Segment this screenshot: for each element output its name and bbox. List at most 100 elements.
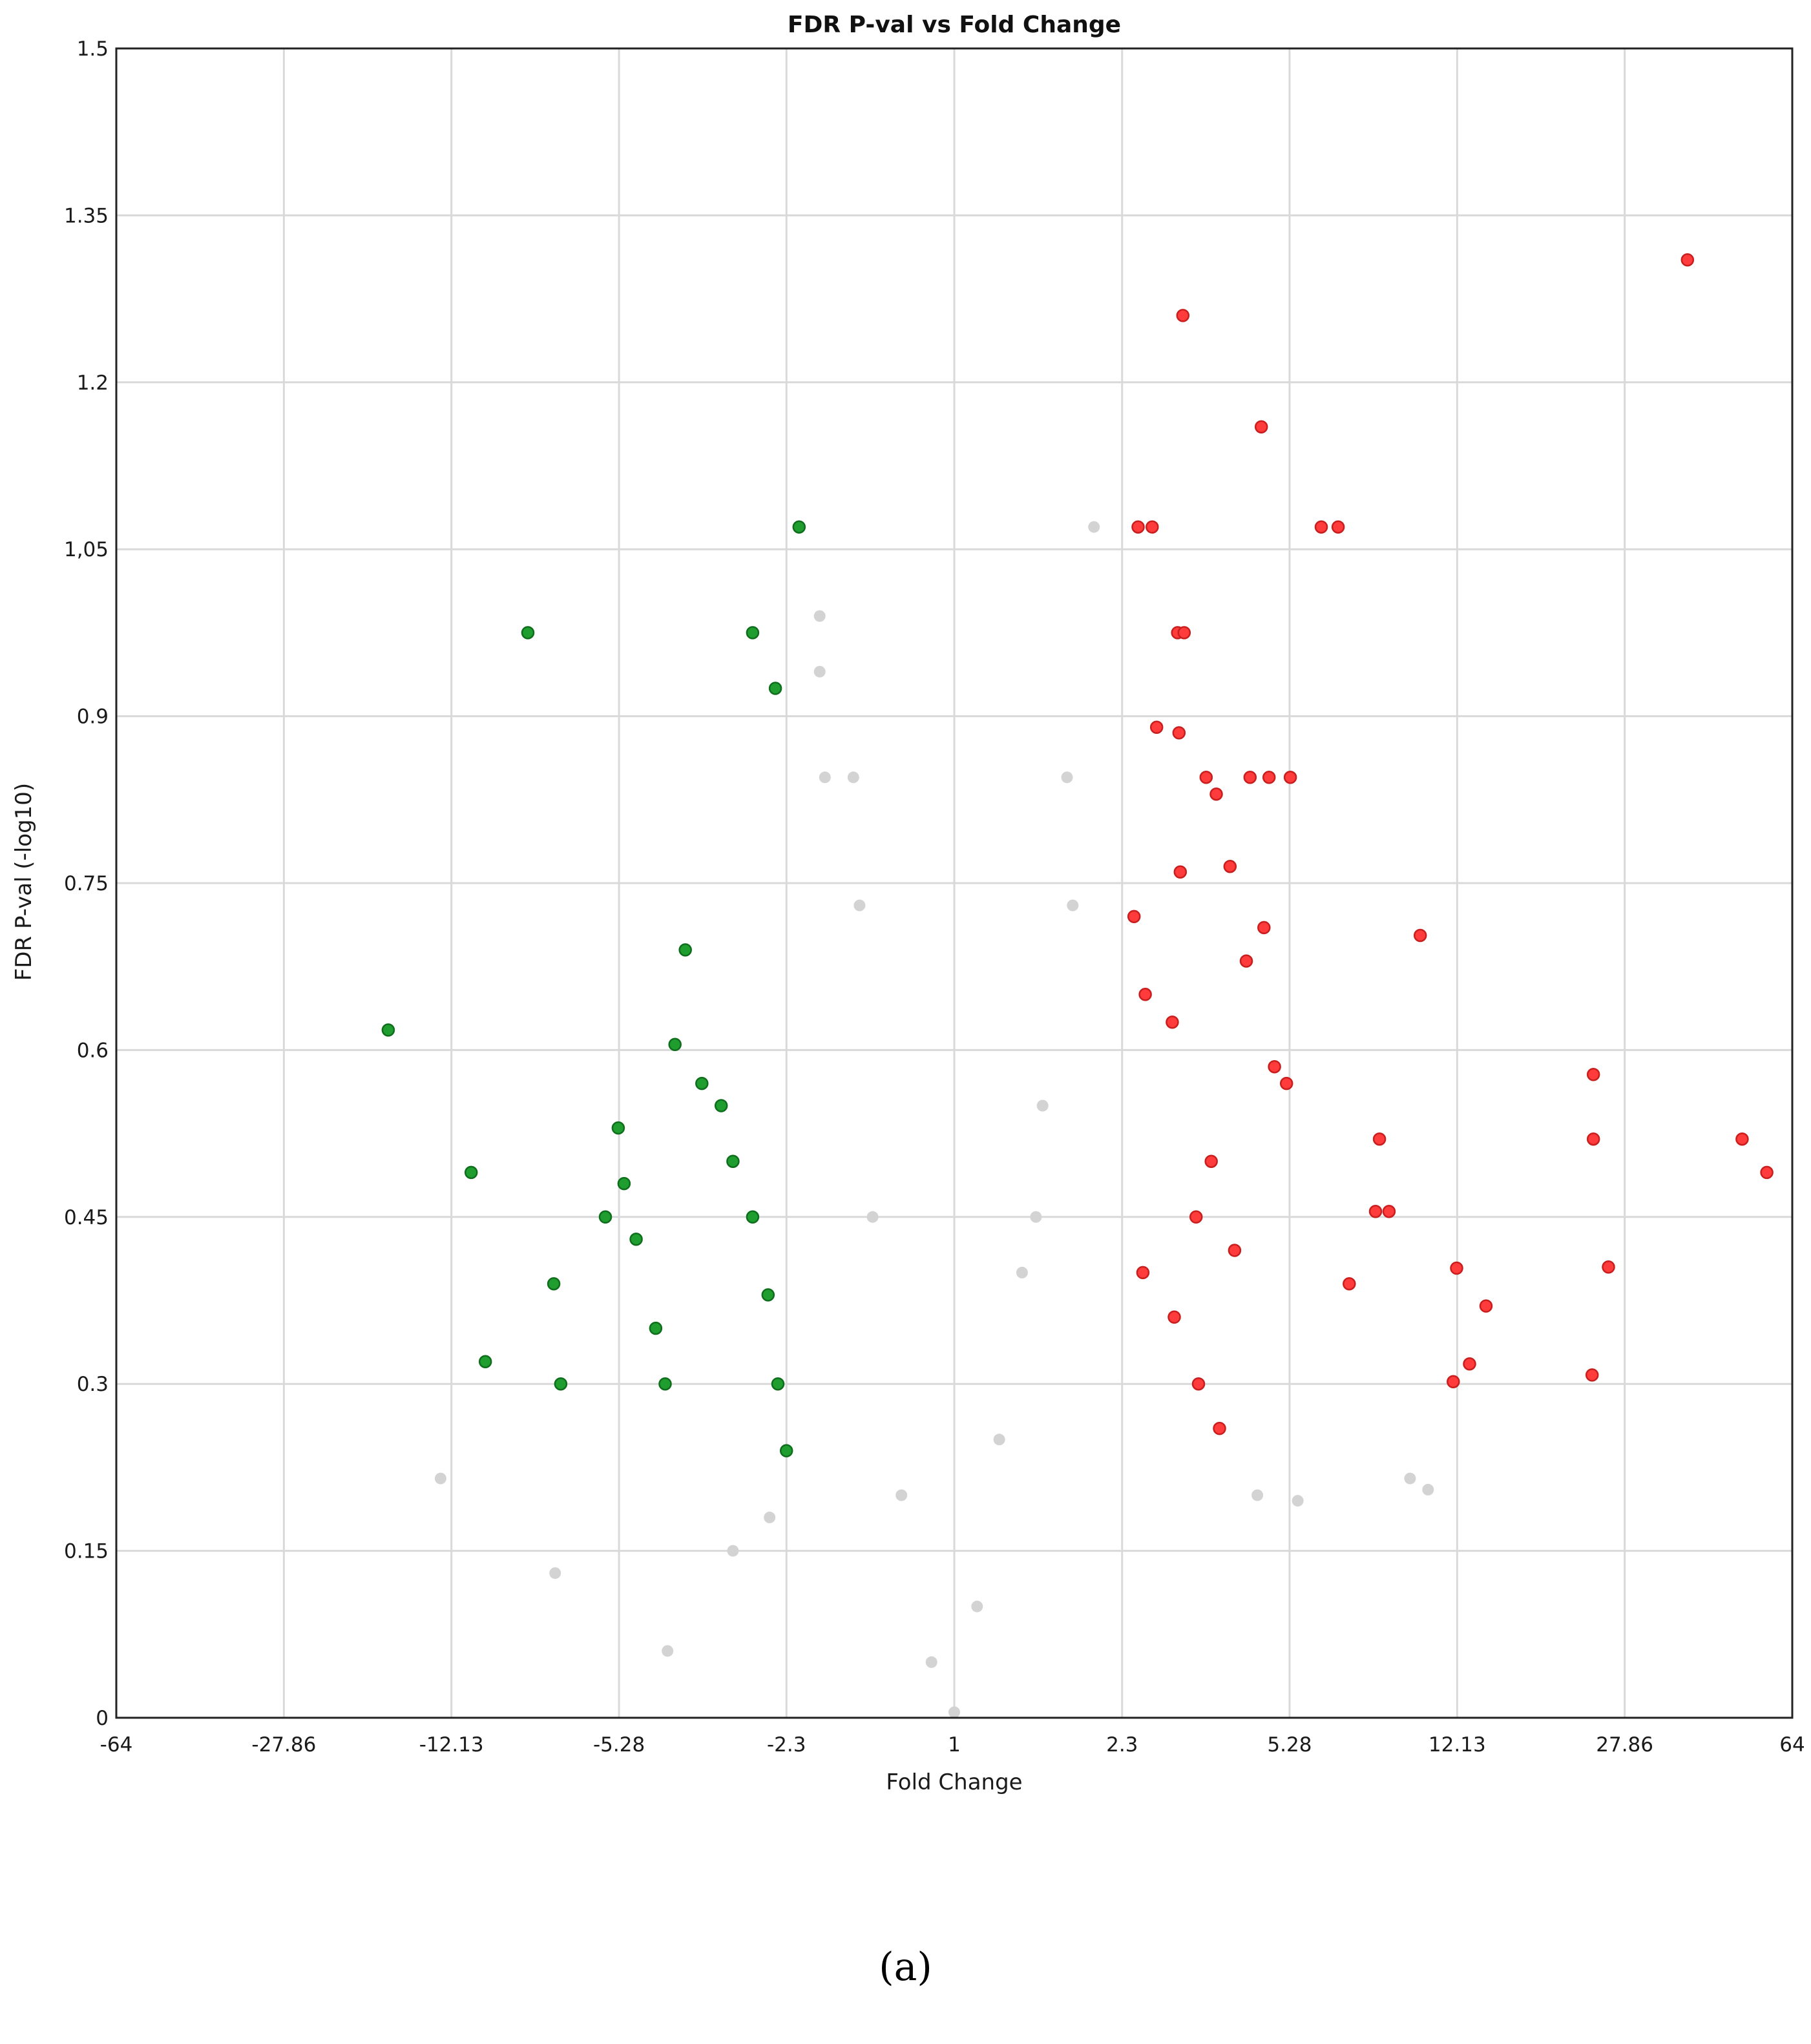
up-regulated-point	[1413, 928, 1427, 943]
non-significant-point	[847, 771, 859, 784]
y-tick-label: 0.6	[77, 1039, 109, 1062]
figure-caption: (a)	[879, 1945, 932, 1990]
up-regulated-point	[1585, 1368, 1599, 1382]
up-regulated-point	[1257, 921, 1271, 935]
chart-title: FDR P-val vs Fold Change	[788, 12, 1121, 38]
x-tick-label: 12.13	[1429, 1733, 1486, 1757]
x-tick-label: -12.13	[419, 1733, 484, 1757]
up-regulated-point	[1177, 626, 1191, 640]
x-tick-label: -27.86	[251, 1733, 316, 1757]
x-tick-label: -64	[100, 1733, 133, 1757]
grid-lines	[116, 48, 1792, 1718]
x-tick-label: 1	[948, 1733, 961, 1757]
non-significant-point	[1030, 1211, 1042, 1223]
down-regulated-point	[678, 943, 692, 957]
up-regulated-point	[1586, 1132, 1600, 1146]
non-significant-point	[764, 1511, 776, 1523]
up-regulated-point	[1173, 865, 1188, 879]
non-significant-point	[819, 771, 831, 784]
non-significant-point	[813, 610, 826, 622]
down-regulated-point	[746, 1210, 760, 1224]
down-regulated-point	[617, 1176, 631, 1191]
non-significant-point	[971, 1600, 983, 1612]
up-regulated-point	[1372, 1132, 1387, 1146]
up-regulated-point	[1463, 1357, 1476, 1371]
y-axis-tick-labels: 0 0.15 0.3 0.45 0.6 0.75 0.9 1,05 1.2 1.35 1.5	[64, 37, 109, 1730]
up-regulated-point	[1228, 1244, 1242, 1257]
down-regulated-point	[761, 1288, 775, 1302]
x-tick-label: 5.28	[1267, 1733, 1312, 1757]
down-regulated-point	[695, 1076, 709, 1090]
up-regulated-point	[1586, 1068, 1600, 1081]
non-significant-point	[948, 1706, 960, 1718]
up-regulated-point	[1254, 420, 1268, 433]
y-tick-label: 0.3	[77, 1373, 109, 1396]
up-regulated-point	[1735, 1132, 1749, 1146]
up-regulated-point	[1602, 1260, 1615, 1274]
y-axis-title: FDR P-val (-log10)	[11, 783, 37, 981]
down-regulated-point	[726, 1154, 740, 1168]
up-regulated-point	[1343, 1277, 1356, 1291]
non-significant-point	[895, 1489, 908, 1501]
up-regulated-point	[1213, 1421, 1226, 1435]
y-tick-label: 0.45	[64, 1206, 109, 1229]
up-regulated-point	[1172, 726, 1186, 740]
plot-frame	[115, 47, 1794, 1719]
up-regulated-point	[1189, 1210, 1203, 1224]
up-regulated-point	[1127, 910, 1141, 923]
non-significant-point	[1292, 1495, 1304, 1507]
up-regulated-point	[1166, 1016, 1179, 1029]
up-regulated-point	[1138, 988, 1152, 1001]
down-regulated-point	[629, 1233, 643, 1246]
up-regulated-point	[1176, 309, 1190, 322]
up-regulated-point	[1760, 1165, 1774, 1180]
down-regulated-point	[478, 1355, 492, 1368]
y-tick-label: 0.75	[64, 872, 109, 895]
down-regulated-point	[381, 1023, 395, 1037]
non-significant-point	[1088, 521, 1100, 533]
non-significant-point	[434, 1472, 446, 1485]
data-points	[381, 253, 1774, 1718]
up-regulated-point	[1314, 520, 1328, 534]
x-tick-label: 2.3	[1106, 1733, 1138, 1757]
up-regulated-point	[1450, 1261, 1463, 1275]
up-regulated-point	[1279, 1076, 1293, 1090]
down-regulated-point	[771, 1377, 785, 1391]
non-significant-point	[1061, 771, 1073, 784]
non-significant-point	[1067, 899, 1079, 912]
down-regulated-point	[768, 682, 782, 695]
volcano-plot: -64 -27.86 -12.13 -5.28 -2.3 1 2.3 5.28 12.13 27.…	[11, 12, 1805, 1795]
x-tick-label: -2.3	[767, 1733, 806, 1757]
non-significant-point	[1251, 1489, 1264, 1501]
down-regulated-point	[746, 626, 760, 640]
up-regulated-point	[1149, 720, 1164, 735]
down-regulated-point	[464, 1165, 478, 1180]
down-regulated-point	[611, 1121, 625, 1135]
up-regulated-point	[1191, 1377, 1206, 1391]
down-regulated-point	[547, 1277, 561, 1291]
up-regulated-point	[1209, 787, 1223, 801]
non-significant-point	[662, 1645, 674, 1657]
x-axis-title: Fold Change	[886, 1769, 1022, 1795]
x-tick-label: 64	[1779, 1733, 1805, 1757]
up-regulated-point	[1262, 771, 1276, 784]
up-regulated-point	[1239, 954, 1253, 968]
non-significant-point	[853, 899, 866, 912]
non-significant-point	[925, 1656, 937, 1668]
up-regulated-point	[1131, 520, 1145, 534]
non-significant-point	[1422, 1483, 1434, 1496]
up-regulated-point	[1268, 1059, 1281, 1074]
down-regulated-point	[554, 1377, 568, 1391]
up-regulated-point	[1243, 771, 1257, 784]
y-tick-label: 1.5	[77, 37, 109, 61]
y-tick-label: 0.15	[64, 1540, 109, 1563]
down-regulated-point	[521, 626, 535, 640]
down-regulated-point	[792, 520, 806, 534]
down-regulated-point	[779, 1444, 793, 1457]
x-tick-label: 27.86	[1596, 1733, 1653, 1757]
non-significant-point	[1404, 1472, 1416, 1485]
down-regulated-point	[658, 1377, 672, 1391]
up-regulated-point	[1146, 520, 1159, 534]
down-regulated-point	[668, 1038, 682, 1052]
up-regulated-point	[1331, 520, 1345, 534]
